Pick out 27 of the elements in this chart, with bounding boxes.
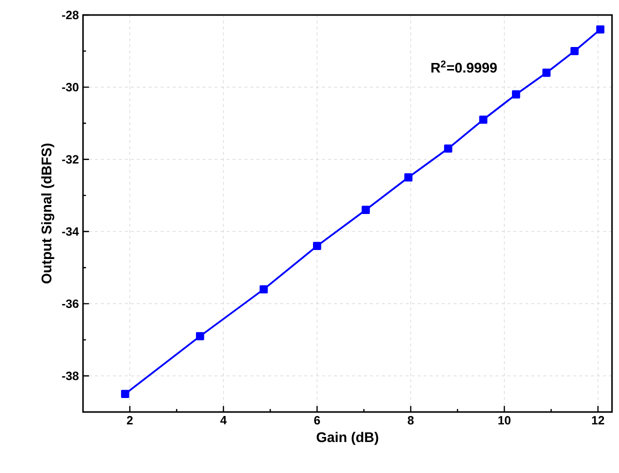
y-tick-label: -32	[62, 155, 78, 164]
x-tick-label: 4	[220, 416, 227, 424]
point	[121, 390, 130, 398]
annotation: R$^{2}$=0.9999	[431, 60, 497, 73]
y-tick-label: -38	[62, 372, 79, 380]
y-axis-title: Output Signal (dBFS)	[41, 144, 54, 284]
x-tick-label: 6	[314, 416, 320, 425]
x-tick-label: 2	[126, 416, 133, 424]
point	[196, 332, 204, 340]
y-tick-label: -28	[62, 10, 79, 20]
point	[479, 116, 488, 124]
point	[596, 25, 604, 34]
x-tick-label: 8	[408, 416, 414, 425]
point	[512, 90, 520, 98]
point	[542, 68, 551, 77]
y-tick-label: -36	[62, 299, 79, 308]
point	[312, 242, 322, 250]
point	[260, 285, 268, 294]
point	[404, 173, 412, 182]
point	[570, 46, 579, 56]
y-tick-label: -34	[62, 227, 79, 236]
y-tick-label: -30	[62, 82, 78, 92]
point	[444, 144, 452, 153]
x-tick-label: 12	[592, 416, 604, 424]
point	[362, 206, 370, 214]
x-tick-label: 10	[498, 416, 510, 425]
x-axis-title: Gain (dB)	[316, 432, 378, 445]
